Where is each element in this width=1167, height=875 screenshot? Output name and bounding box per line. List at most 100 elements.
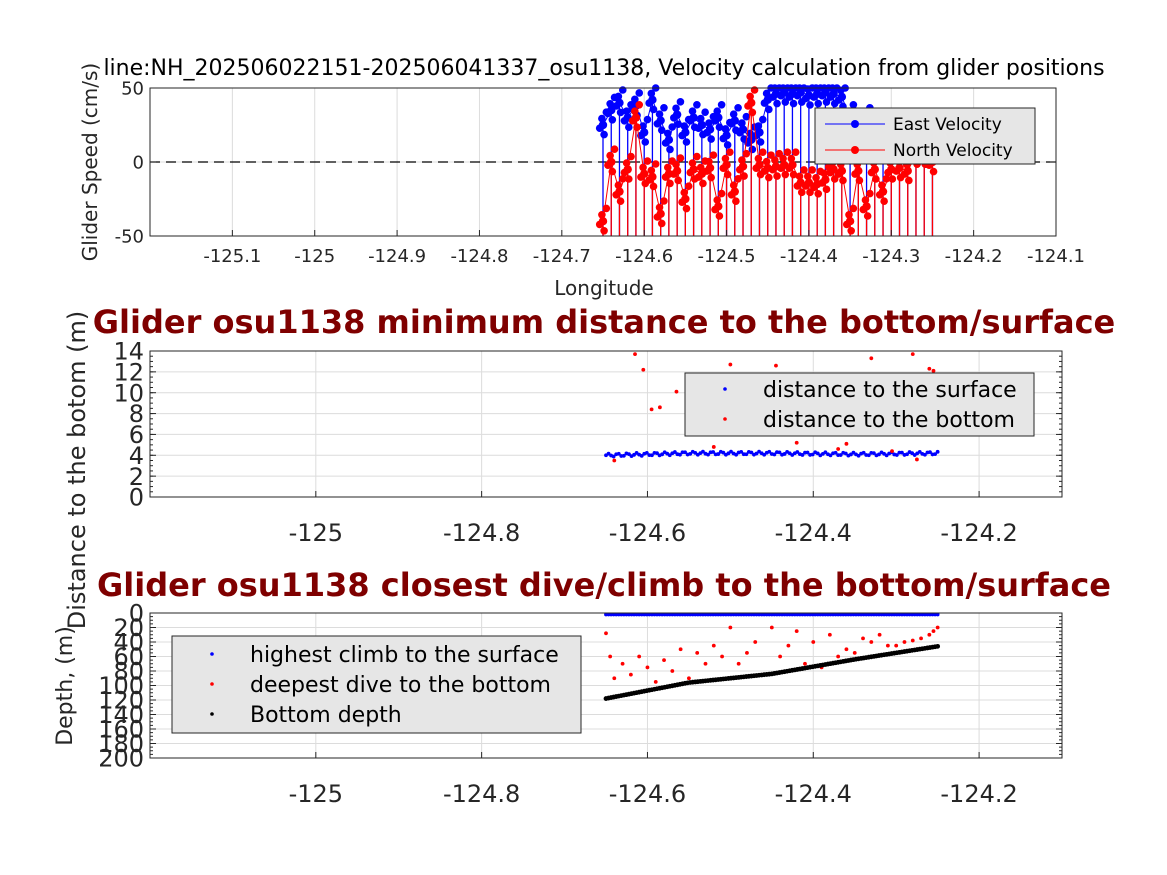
velocity-point [702, 128, 711, 137]
velocity-point [849, 101, 858, 109]
velocity-point [696, 163, 705, 172]
scatter-point [910, 352, 915, 357]
velocity-point [789, 99, 798, 108]
scatter-point [695, 650, 700, 655]
velocity-point [657, 126, 666, 134]
x-tick-label: -125 [294, 246, 335, 267]
velocity-point [826, 168, 835, 177]
trend-point [935, 643, 941, 649]
scatter-point [890, 449, 894, 454]
velocity-point [674, 176, 683, 185]
trend-point [800, 453, 805, 457]
velocity-point [773, 172, 781, 180]
x-tick-label: -125.1 [203, 246, 261, 267]
velocity-point [598, 211, 606, 219]
trend-point [861, 450, 866, 455]
velocity-point [643, 157, 652, 165]
scatter-point [803, 661, 807, 666]
scatter-point [674, 389, 679, 394]
scatter-point [774, 363, 778, 368]
depth-legend: highest climb to the surface deepest div… [171, 635, 582, 734]
velocity-point [884, 168, 892, 177]
trend-point [655, 451, 659, 456]
scatter-point [869, 640, 874, 644]
trend-point [767, 449, 772, 454]
velocity-point [849, 204, 858, 213]
scatter-point [641, 367, 646, 372]
legend-north-marker [851, 146, 859, 154]
velocity-point [661, 173, 670, 181]
scatter-point [778, 654, 783, 659]
velocity-series-group [595, 84, 940, 236]
scatter-point [633, 352, 637, 357]
x-tick-label: -124.7 [533, 246, 591, 267]
trend-point [749, 450, 754, 455]
velocity-point [804, 172, 812, 181]
x-tick-label: -124.4 [780, 246, 838, 267]
velocity-point [800, 166, 808, 174]
trend-point [621, 453, 626, 458]
velocity-point [791, 148, 800, 156]
velocity-point [653, 119, 662, 128]
scatter-point [728, 625, 733, 630]
velocity-point [711, 205, 719, 214]
y-tick-label: 10 [113, 379, 144, 407]
scatter-point [931, 368, 936, 373]
velocity-point [746, 129, 754, 138]
velocity-point [742, 112, 751, 121]
velocity-point [845, 211, 853, 219]
trend-point [721, 450, 726, 455]
velocity-point [882, 175, 891, 183]
trend-point [739, 449, 744, 454]
velocity-point [748, 108, 757, 117]
scatter-point [877, 632, 882, 637]
trend-point [828, 453, 833, 458]
depth-legend-box [171, 635, 582, 734]
velocity-point [674, 120, 683, 129]
velocity-point [647, 89, 656, 98]
y-tick-label: 20 [113, 614, 144, 642]
velocity-point [688, 107, 697, 115]
velocity-point [892, 167, 901, 175]
distance-x-ticks: -125 -124.8 -124.6 -124.4 -124.2 [289, 491, 1018, 547]
velocity-point [641, 138, 650, 146]
trend-point [838, 453, 843, 457]
trend-point [639, 454, 644, 458]
velocity-point [602, 204, 611, 213]
velocity-point [666, 145, 674, 154]
velocity-point [795, 172, 804, 181]
velocity-point [639, 163, 647, 172]
scatter-point [931, 629, 936, 634]
velocity-point [734, 175, 742, 183]
velocity-point [818, 91, 826, 100]
scatter-point [915, 457, 919, 462]
velocity-point [738, 156, 746, 164]
velocity-point [608, 116, 617, 124]
velocity-point [635, 89, 644, 97]
velocity-point [707, 135, 715, 143]
legend-dive-label: deepest dive to the bottom [250, 673, 551, 698]
x-tick-label: -124.9 [368, 246, 426, 267]
legend-bottom-depth-marker [210, 712, 214, 716]
distance-title: Glider osu1138 minimum distance to the b… [93, 303, 1115, 341]
velocity-point [686, 168, 695, 177]
velocity-point [727, 191, 736, 199]
velocity-point [598, 114, 606, 123]
x-tick-label: -124.5 [698, 246, 756, 267]
velocity-point [734, 103, 742, 112]
legend-surface-label: distance to the surface [763, 378, 1017, 403]
velocity-title: line:NH_202506022151-202506041337_osu113… [103, 56, 1104, 81]
velocity-point [872, 175, 880, 183]
velocity-point [768, 93, 777, 101]
velocity-point [785, 164, 793, 172]
velocity-point [713, 107, 722, 115]
velocity-point [801, 94, 810, 103]
trend-point [782, 452, 787, 456]
velocity-point [717, 189, 726, 198]
scatter-point [728, 362, 733, 367]
scatter-point [657, 405, 662, 410]
distance-legend-box [684, 372, 1035, 437]
y-tick-label: 160 [98, 716, 144, 744]
velocity-point [723, 141, 732, 149]
